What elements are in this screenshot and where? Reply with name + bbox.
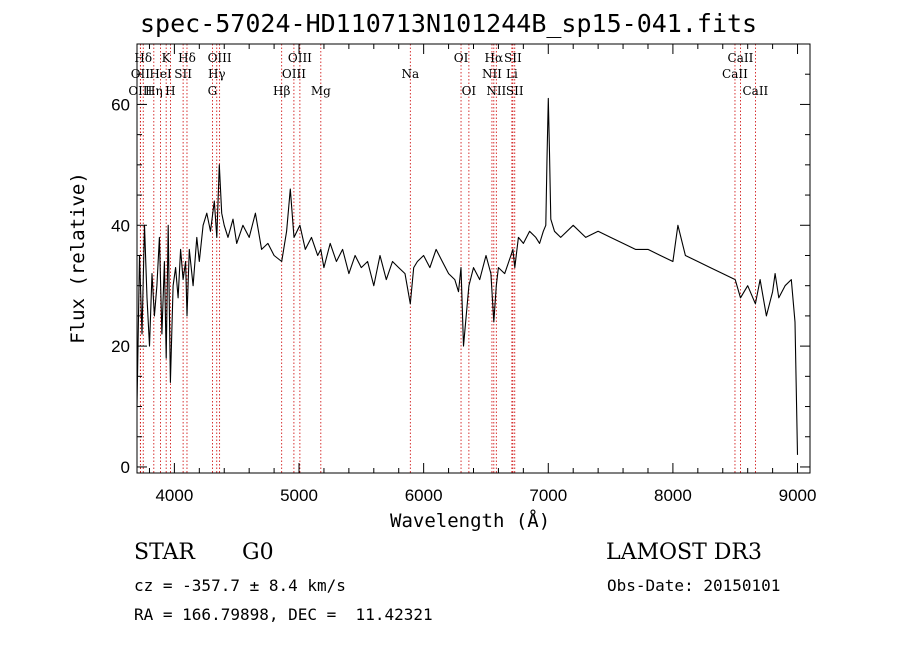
object-class: STAR — [134, 540, 195, 565]
y-tick-label-40: 40 — [111, 216, 130, 235]
line-label-24: OI — [462, 84, 477, 98]
line-label-8: CaII — [728, 51, 754, 65]
y-axis-label: Flux (relative) — [67, 172, 89, 344]
x-tick-label-4000: 4000 — [155, 486, 193, 505]
x-tick-label-5000: 5000 — [280, 486, 318, 505]
line-label-9: OII — [131, 67, 151, 81]
line-label-13: OIII — [282, 67, 306, 81]
coordinates: RA = 166.79898, DEC = 11.42321 — [134, 605, 433, 624]
line-label-14: Na — [401, 67, 419, 81]
line-label-26: SII — [506, 84, 524, 98]
y-tick-label-60: 60 — [111, 95, 130, 114]
subclass: G0 — [242, 540, 274, 565]
obs-date: Obs-Date: 20150101 — [607, 576, 781, 595]
line-label-21: G — [208, 84, 218, 98]
line-label-16: Li — [506, 67, 518, 81]
redshift-cz: cz = -357.7 ± 8.4 km/s — [134, 576, 346, 595]
plot-frame — [136, 43, 811, 474]
x-tick-label-9000: 9000 — [779, 486, 817, 505]
x-tick-label-6000: 6000 — [405, 486, 443, 505]
line-label-11: SII — [174, 67, 192, 81]
line-label-5: OI — [454, 51, 469, 65]
line-label-0: Hδ — [134, 51, 152, 65]
line-label-2: Hδ — [178, 51, 196, 65]
y-tick-label-0: 0 — [121, 458, 130, 477]
line-label-18: OIII — [128, 84, 152, 98]
line-label-7: SII — [504, 51, 522, 65]
line-label-19: Hη — [145, 84, 163, 98]
line-label-17: CaII — [722, 67, 748, 81]
line-label-12: Hγ — [208, 67, 226, 81]
spectrum-group — [136, 97, 799, 455]
line-label-6: Hα — [485, 51, 504, 65]
line-markers — [139, 44, 756, 473]
line-label-3: OIII — [208, 51, 232, 65]
line-label-1: K — [162, 51, 172, 65]
x-tick-label-8000: 8000 — [654, 486, 692, 505]
line-label-4: OIII — [288, 51, 312, 65]
y-tick-label-20: 20 — [111, 337, 130, 356]
x-axis-label: Wavelength (Å) — [390, 510, 551, 532]
line-label-20: H — [165, 84, 175, 98]
x-tick-label-7000: 7000 — [529, 486, 567, 505]
spectrum-line — [136, 97, 799, 455]
line-label-25: NII — [486, 84, 506, 98]
line-label-22: Hβ — [273, 84, 290, 98]
line-label-10: HeI — [149, 67, 172, 81]
line-label-15: NII — [482, 67, 502, 81]
line-label-27: CaII — [742, 84, 768, 98]
plot-axes: 4000 5000 6000 7000 8000 9000 0 20 40 60 — [111, 43, 817, 505]
line-label-23: Mg — [311, 84, 331, 98]
chart-title: spec-57024-HD110713N101244B_sp15-041.fit… — [140, 9, 758, 38]
survey-label: LAMOST DR3 — [606, 540, 762, 565]
